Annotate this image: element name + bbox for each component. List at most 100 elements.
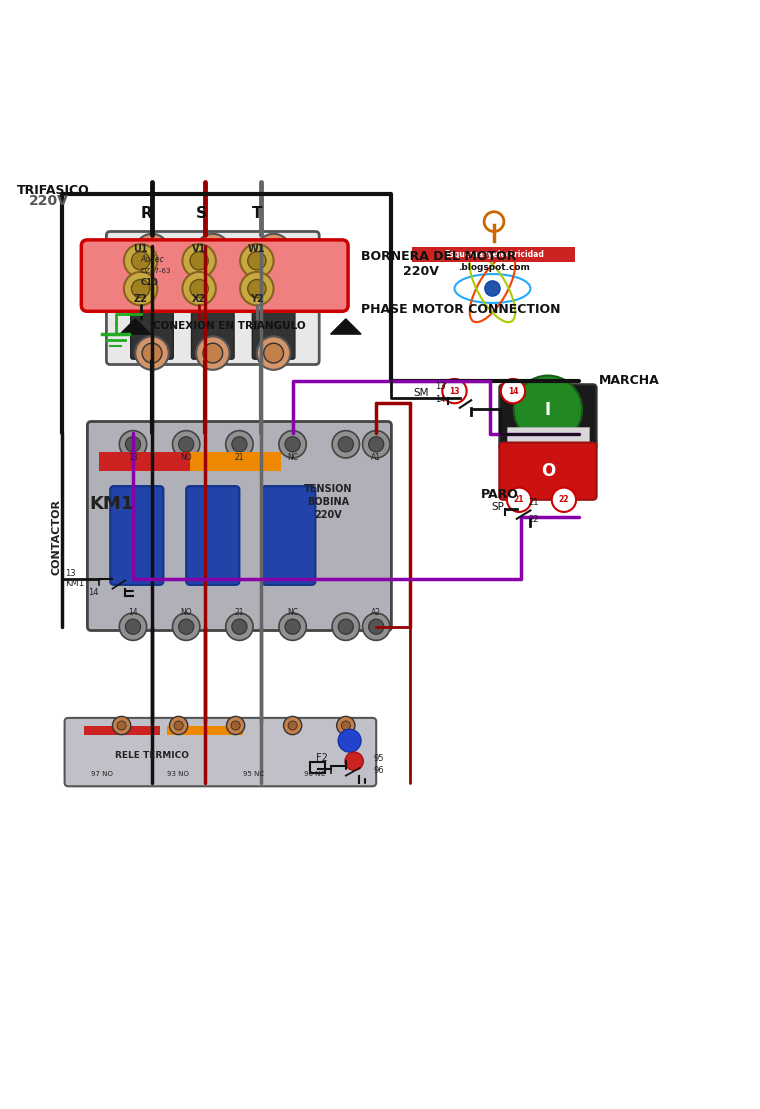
Text: T: T <box>252 206 262 221</box>
Circle shape <box>190 252 208 269</box>
Polygon shape <box>331 319 361 334</box>
Text: 14: 14 <box>88 588 99 597</box>
Circle shape <box>264 241 283 261</box>
Circle shape <box>257 336 290 369</box>
Circle shape <box>196 336 230 369</box>
Polygon shape <box>120 319 150 334</box>
Circle shape <box>117 721 126 730</box>
Circle shape <box>179 619 194 634</box>
Text: NC: NC <box>287 452 298 461</box>
Circle shape <box>203 343 223 363</box>
Text: SP: SP <box>492 501 505 511</box>
FancyBboxPatch shape <box>192 309 234 359</box>
FancyBboxPatch shape <box>262 486 315 584</box>
Circle shape <box>240 272 274 305</box>
Text: 21: 21 <box>235 452 244 461</box>
Circle shape <box>507 488 531 512</box>
Circle shape <box>203 241 223 261</box>
Text: 95 NC: 95 NC <box>243 772 264 777</box>
Circle shape <box>231 721 240 730</box>
Circle shape <box>131 279 150 297</box>
Text: 13: 13 <box>128 452 138 461</box>
Text: TRIFASICO: TRIFASICO <box>17 183 90 196</box>
Circle shape <box>124 244 157 277</box>
Circle shape <box>173 613 200 640</box>
Circle shape <box>131 252 150 269</box>
Circle shape <box>337 716 355 734</box>
Text: 14: 14 <box>435 396 445 405</box>
Text: F2: F2 <box>316 753 328 763</box>
Circle shape <box>119 430 147 458</box>
Text: Y2: Y2 <box>250 294 264 304</box>
Circle shape <box>279 430 306 458</box>
Circle shape <box>196 234 230 267</box>
Text: 14: 14 <box>128 609 138 618</box>
Text: MARCHA: MARCHA <box>599 374 660 387</box>
Text: A2: A2 <box>371 609 382 618</box>
Text: Esquemasyelectricidad: Esquemasyelectricidad <box>444 250 544 258</box>
Circle shape <box>119 613 147 640</box>
Text: 220V: 220V <box>403 265 439 278</box>
Circle shape <box>135 234 169 267</box>
Text: PARO: PARO <box>481 488 519 500</box>
Text: TENSION
BOBINA
220V: TENSION BOBINA 220V <box>304 484 353 520</box>
FancyBboxPatch shape <box>499 384 597 449</box>
Text: 14: 14 <box>508 387 518 396</box>
Circle shape <box>338 619 353 634</box>
Circle shape <box>338 437 353 451</box>
Circle shape <box>182 244 216 277</box>
FancyBboxPatch shape <box>190 451 281 471</box>
Text: 21: 21 <box>528 498 539 507</box>
FancyBboxPatch shape <box>84 726 160 735</box>
FancyBboxPatch shape <box>87 421 391 631</box>
FancyBboxPatch shape <box>65 718 376 786</box>
Circle shape <box>442 379 467 404</box>
Text: Aodec: Aodec <box>141 255 164 264</box>
Text: 220V: 220V <box>29 194 68 207</box>
Circle shape <box>501 379 525 404</box>
Text: NC: NC <box>287 609 298 618</box>
Text: I: I <box>545 400 551 418</box>
Text: DZ47-63: DZ47-63 <box>141 268 171 274</box>
Circle shape <box>485 281 500 296</box>
Text: 93 NO: 93 NO <box>167 772 189 777</box>
Text: S: S <box>196 206 207 221</box>
FancyBboxPatch shape <box>106 232 319 365</box>
Text: W1: W1 <box>248 244 266 254</box>
Text: A1: A1 <box>371 452 382 461</box>
Text: NO: NO <box>180 609 192 618</box>
Circle shape <box>341 721 350 730</box>
Text: 21: 21 <box>514 496 524 505</box>
FancyBboxPatch shape <box>167 726 243 735</box>
Circle shape <box>142 343 162 363</box>
Text: SM: SM <box>413 388 429 398</box>
Text: KM1: KM1 <box>65 579 84 589</box>
Text: X2: X2 <box>192 294 206 304</box>
Circle shape <box>285 619 300 634</box>
Circle shape <box>232 437 247 451</box>
Circle shape <box>514 376 582 444</box>
Circle shape <box>226 613 253 640</box>
Text: RELE TERMICO: RELE TERMICO <box>115 751 189 760</box>
Circle shape <box>248 279 266 297</box>
Circle shape <box>190 279 208 297</box>
Text: U1: U1 <box>133 244 148 254</box>
Circle shape <box>240 244 274 277</box>
Circle shape <box>369 619 384 634</box>
Circle shape <box>182 272 216 305</box>
Circle shape <box>179 437 194 451</box>
Circle shape <box>279 613 306 640</box>
Circle shape <box>112 716 131 734</box>
Text: 22: 22 <box>528 515 539 523</box>
Text: .blogspot.com: .blogspot.com <box>458 263 530 272</box>
Text: V1: V1 <box>192 244 206 254</box>
FancyBboxPatch shape <box>412 246 575 262</box>
FancyBboxPatch shape <box>499 442 597 500</box>
FancyBboxPatch shape <box>507 427 589 442</box>
Text: 95: 95 <box>374 754 385 763</box>
Circle shape <box>142 241 162 261</box>
Circle shape <box>125 437 141 451</box>
Text: C10: C10 <box>141 277 158 287</box>
Text: R: R <box>141 206 153 221</box>
Circle shape <box>332 613 359 640</box>
